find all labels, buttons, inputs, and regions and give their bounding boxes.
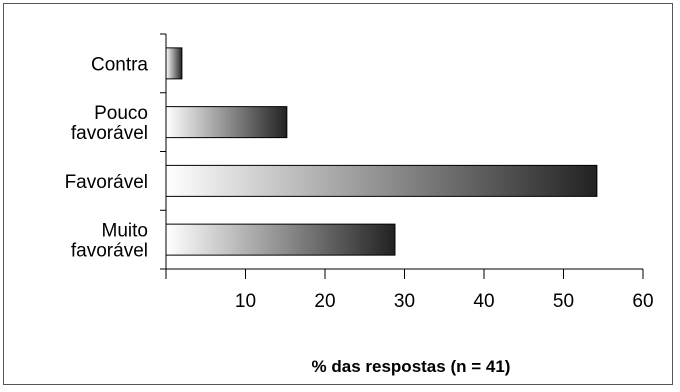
bar-1: [165, 47, 183, 80]
x-tick-label: 60: [632, 291, 653, 312]
category-label: Favorável: [65, 172, 148, 193]
x-tick-label: 10: [235, 291, 256, 312]
category-label: Muito favorável: [71, 221, 148, 262]
category-label: Contra: [91, 54, 148, 75]
x-tick-label: 50: [553, 291, 574, 312]
bar-2: [165, 106, 288, 139]
x-tick-label: 30: [394, 291, 415, 312]
bar-4: [165, 223, 396, 256]
x-tick-label: 20: [314, 291, 335, 312]
x-tick-label: 40: [473, 291, 494, 312]
bars: [165, 47, 598, 256]
x-axis-title: % das respostas (n = 41): [312, 357, 511, 376]
axes: [160, 33, 644, 279]
labels: Contra Pouco favorável Favorável Muito favorá…: [65, 54, 654, 312]
bar-3: [165, 164, 598, 197]
category-label: Pouco favorável: [71, 103, 148, 144]
